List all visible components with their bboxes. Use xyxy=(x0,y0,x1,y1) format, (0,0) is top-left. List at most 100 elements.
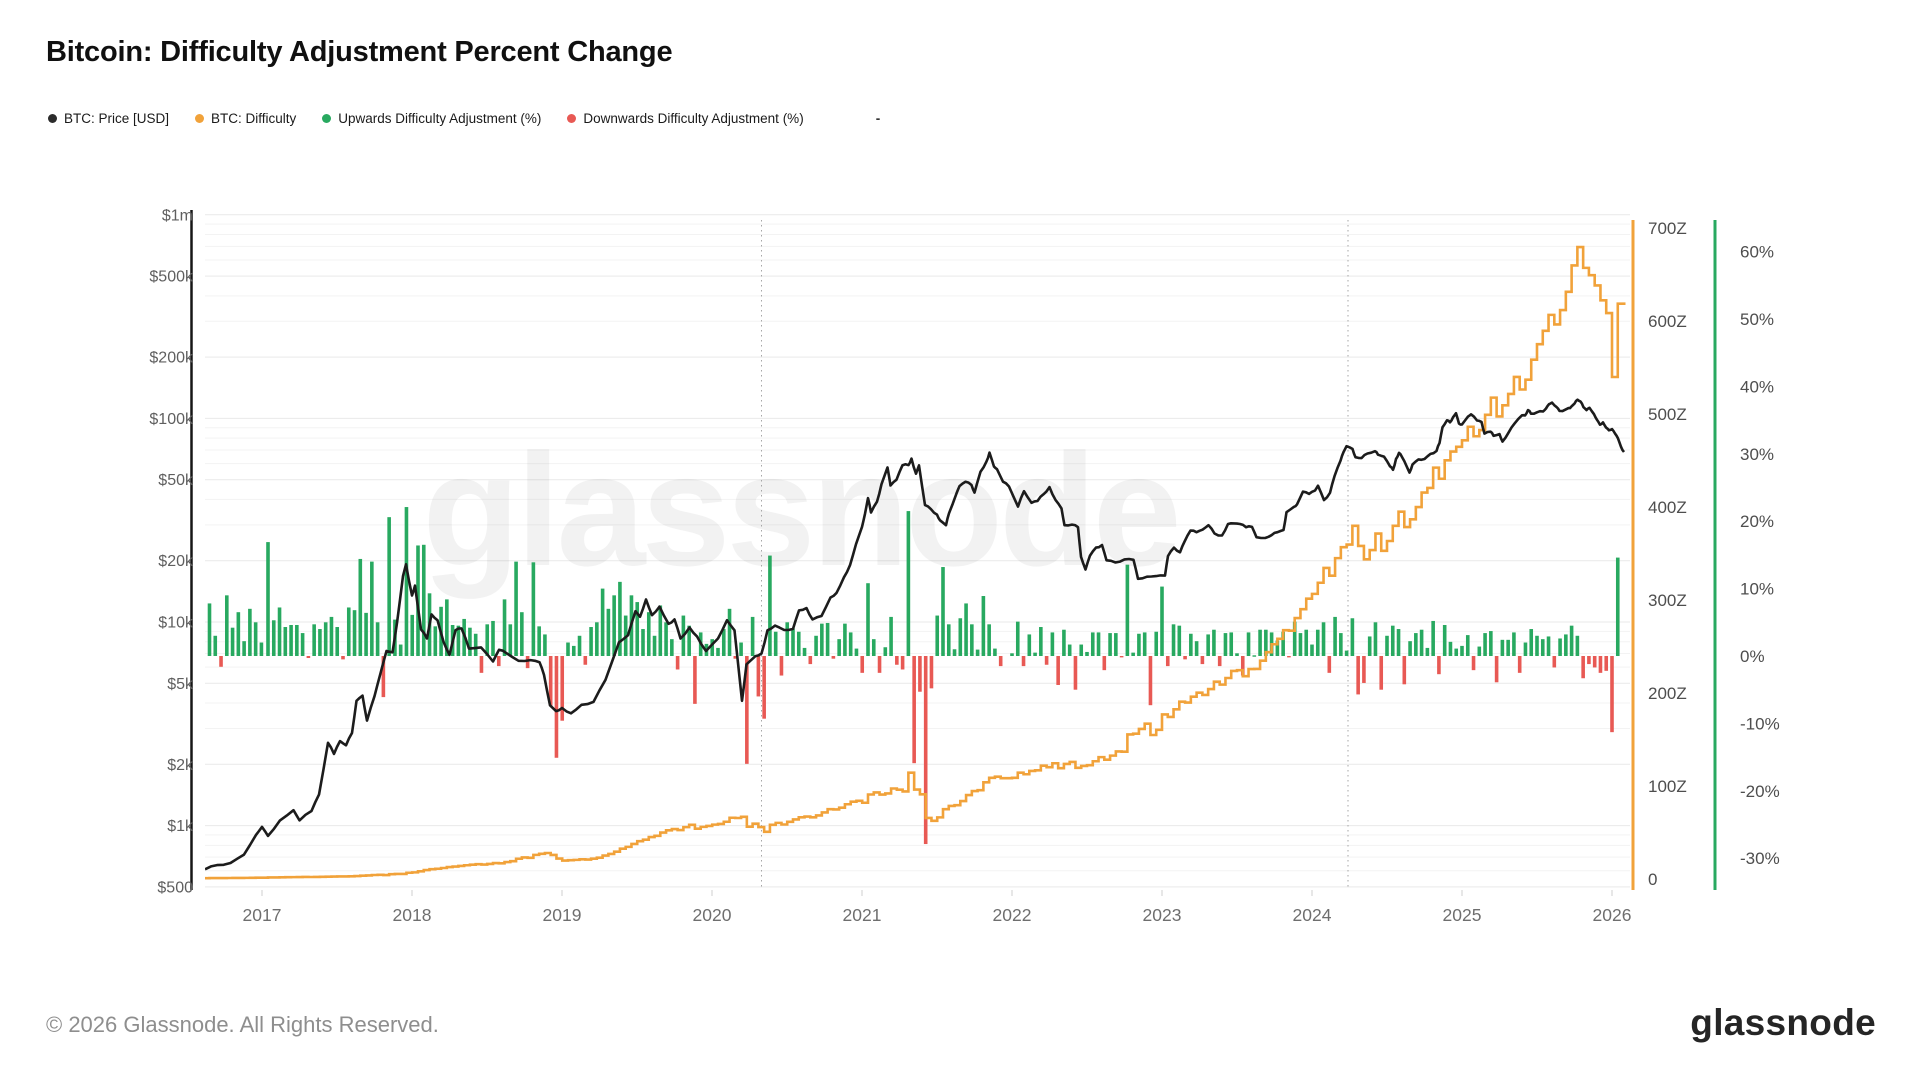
upwards-adjustment-bar xyxy=(370,561,374,656)
upwards-adjustment-bar xyxy=(871,639,876,656)
downwards-adjustment-bar xyxy=(808,656,813,665)
upwards-adjustment-bar xyxy=(1315,629,1320,656)
upwards-adjustment-bar xyxy=(1350,618,1355,656)
legend-dash: - xyxy=(875,111,881,126)
upwards-adjustment-bar xyxy=(1500,639,1505,656)
upwards-adjustment-bar xyxy=(410,614,415,656)
downwards-adjustment-bar xyxy=(1056,656,1060,685)
downwards-adjustment-bar xyxy=(554,656,559,758)
upwards-adjustment-bar xyxy=(970,624,974,656)
upwards-adjustment-bar xyxy=(259,642,264,656)
downwards-adjustment-bar xyxy=(1327,656,1332,673)
upwards-adjustment-bar xyxy=(543,634,547,656)
upwards-adjustment-bar xyxy=(768,555,772,656)
upwards-adjustment-bar xyxy=(1171,624,1176,656)
percent-tick-label: 10% xyxy=(1740,580,1774,599)
upwards-adjustment-bar xyxy=(1425,647,1430,656)
downwards-adjustment-bar xyxy=(877,656,882,673)
upwards-adjustment-bar xyxy=(1177,625,1182,656)
upwards-adjustment-bar xyxy=(946,624,951,656)
legend-item-difficulty[interactable]: BTC: Difficulty xyxy=(195,111,296,126)
glassnode-logo[interactable]: glassnode xyxy=(1690,1002,1876,1043)
upwards-adjustment-bar xyxy=(1050,632,1055,656)
upwards-adjustment-bar xyxy=(1373,622,1378,656)
upwards-dot-icon xyxy=(322,114,332,123)
upwards-adjustment-bar xyxy=(398,644,403,656)
legend-item-label: BTC: Difficulty xyxy=(211,111,297,126)
upwards-adjustment-bar xyxy=(277,607,282,656)
upwards-adjustment-bar xyxy=(975,649,980,656)
difficulty-tick-label: 0 xyxy=(1648,870,1657,889)
upwards-adjustment-bar xyxy=(952,649,957,656)
upwards-adjustment-bar xyxy=(1235,653,1239,656)
difficulty-tick-label: 700Z xyxy=(1648,219,1687,238)
legend-item-price[interactable]: BTC: Price [USD] xyxy=(48,111,169,126)
upwards-adjustment-bar xyxy=(1442,624,1447,656)
downwards-adjustment-bar xyxy=(929,656,934,689)
upwards-adjustment-bar xyxy=(814,635,818,656)
upwards-adjustment-bar xyxy=(236,612,241,656)
upwards-adjustment-bar xyxy=(1367,636,1372,656)
legend-item-upwards[interactable]: Upwards Difficulty Adjustment (%) xyxy=(322,111,541,126)
upwards-adjustment-bar xyxy=(1408,641,1412,656)
upwards-adjustment-bar xyxy=(820,623,824,656)
upwards-adjustment-bar xyxy=(1137,633,1141,656)
upwards-adjustment-bar xyxy=(1039,627,1043,656)
upwards-adjustment-bar xyxy=(906,511,911,656)
upwards-adjustment-bar xyxy=(352,610,357,656)
downwards-adjustment-bar xyxy=(1148,656,1153,706)
upwards-adjustment-bar xyxy=(646,612,651,656)
upwards-adjustment-bar xyxy=(589,627,593,656)
downwards-adjustment-bar xyxy=(1552,656,1557,668)
downwards-adjustment-bar xyxy=(1356,656,1360,695)
upwards-adjustment-bar xyxy=(716,647,720,656)
downwards-adjustment-bar xyxy=(1165,656,1170,667)
difficulty-axis-labels: 700Z 600Z 500Z 400Z 300Z 200Z 100Z 0 xyxy=(1648,219,1687,889)
price-tick-label: $5k xyxy=(167,676,194,693)
upwards-adjustment-bar xyxy=(1339,633,1343,656)
downwards-adjustment-bar xyxy=(693,656,697,704)
upwards-adjustment-bar xyxy=(1385,635,1389,656)
percent-axis-labels: 60% 50% 40% 30% 20% 10% 0% -10% -20% -30% xyxy=(1740,243,1780,869)
upwards-adjustment-bar xyxy=(473,633,478,656)
upwards-adjustment-bar xyxy=(1246,632,1251,656)
upwards-adjustment-bar xyxy=(312,624,316,656)
downwards-adjustment-bar xyxy=(1379,656,1384,690)
upwards-adjustment-bar xyxy=(595,622,599,656)
legend-item-downwards[interactable]: Downwards Difficulty Adjustment (%) xyxy=(567,111,804,126)
downwards-adjustment-bar xyxy=(1494,656,1499,683)
downwards-adjustment-bar xyxy=(1362,656,1366,683)
percent-tick-label: 40% xyxy=(1740,377,1774,396)
upwards-adjustment-bar xyxy=(1292,621,1297,656)
downwards-adjustment-bar xyxy=(1604,656,1609,671)
price-dot-icon xyxy=(48,114,57,123)
upwards-adjustment-bar xyxy=(721,629,726,656)
upwards-adjustment-bar xyxy=(225,595,229,656)
downwards-adjustment-bar xyxy=(923,656,928,845)
upwards-adjustment-bar xyxy=(375,622,380,656)
x-axis-labels: 2017 2018 2019 2020 2021 2022 2023 2024 2025 2026 xyxy=(243,890,1631,925)
upwards-adjustment-bar xyxy=(520,612,524,656)
difficulty-line xyxy=(205,245,1626,880)
upwards-adjustment-bar xyxy=(537,626,541,656)
price-tick-label: $500 xyxy=(157,879,193,896)
difficulty-tick-label: 400Z xyxy=(1648,498,1687,517)
upwards-adjustment-bar xyxy=(1431,620,1435,656)
upwards-adjustment-bar xyxy=(1258,629,1262,656)
year-tick-label: 2024 xyxy=(1293,905,1332,925)
upwards-adjustment-bar xyxy=(1535,635,1539,656)
downwards-adjustment-bar xyxy=(1240,656,1245,676)
upwards-adjustment-bar xyxy=(1483,633,1487,656)
upwards-adjustment-bar xyxy=(283,627,288,656)
upwards-adjustment-bar xyxy=(335,627,340,656)
upwards-adjustment-bar xyxy=(1569,625,1574,656)
downwards-adjustment-bar xyxy=(306,656,311,659)
price-tick-label: $1m xyxy=(162,207,193,224)
downwards-adjustment-bar xyxy=(1119,656,1124,658)
legend-item-label: BTC: Price [USD] xyxy=(64,111,170,126)
upwards-adjustment-bar xyxy=(739,642,743,656)
upwards-adjustment-bar xyxy=(981,596,986,656)
upwards-adjustment-bar xyxy=(1390,625,1395,656)
upwards-adjustment-bar xyxy=(848,632,853,656)
upwards-adjustment-bar xyxy=(242,641,246,656)
